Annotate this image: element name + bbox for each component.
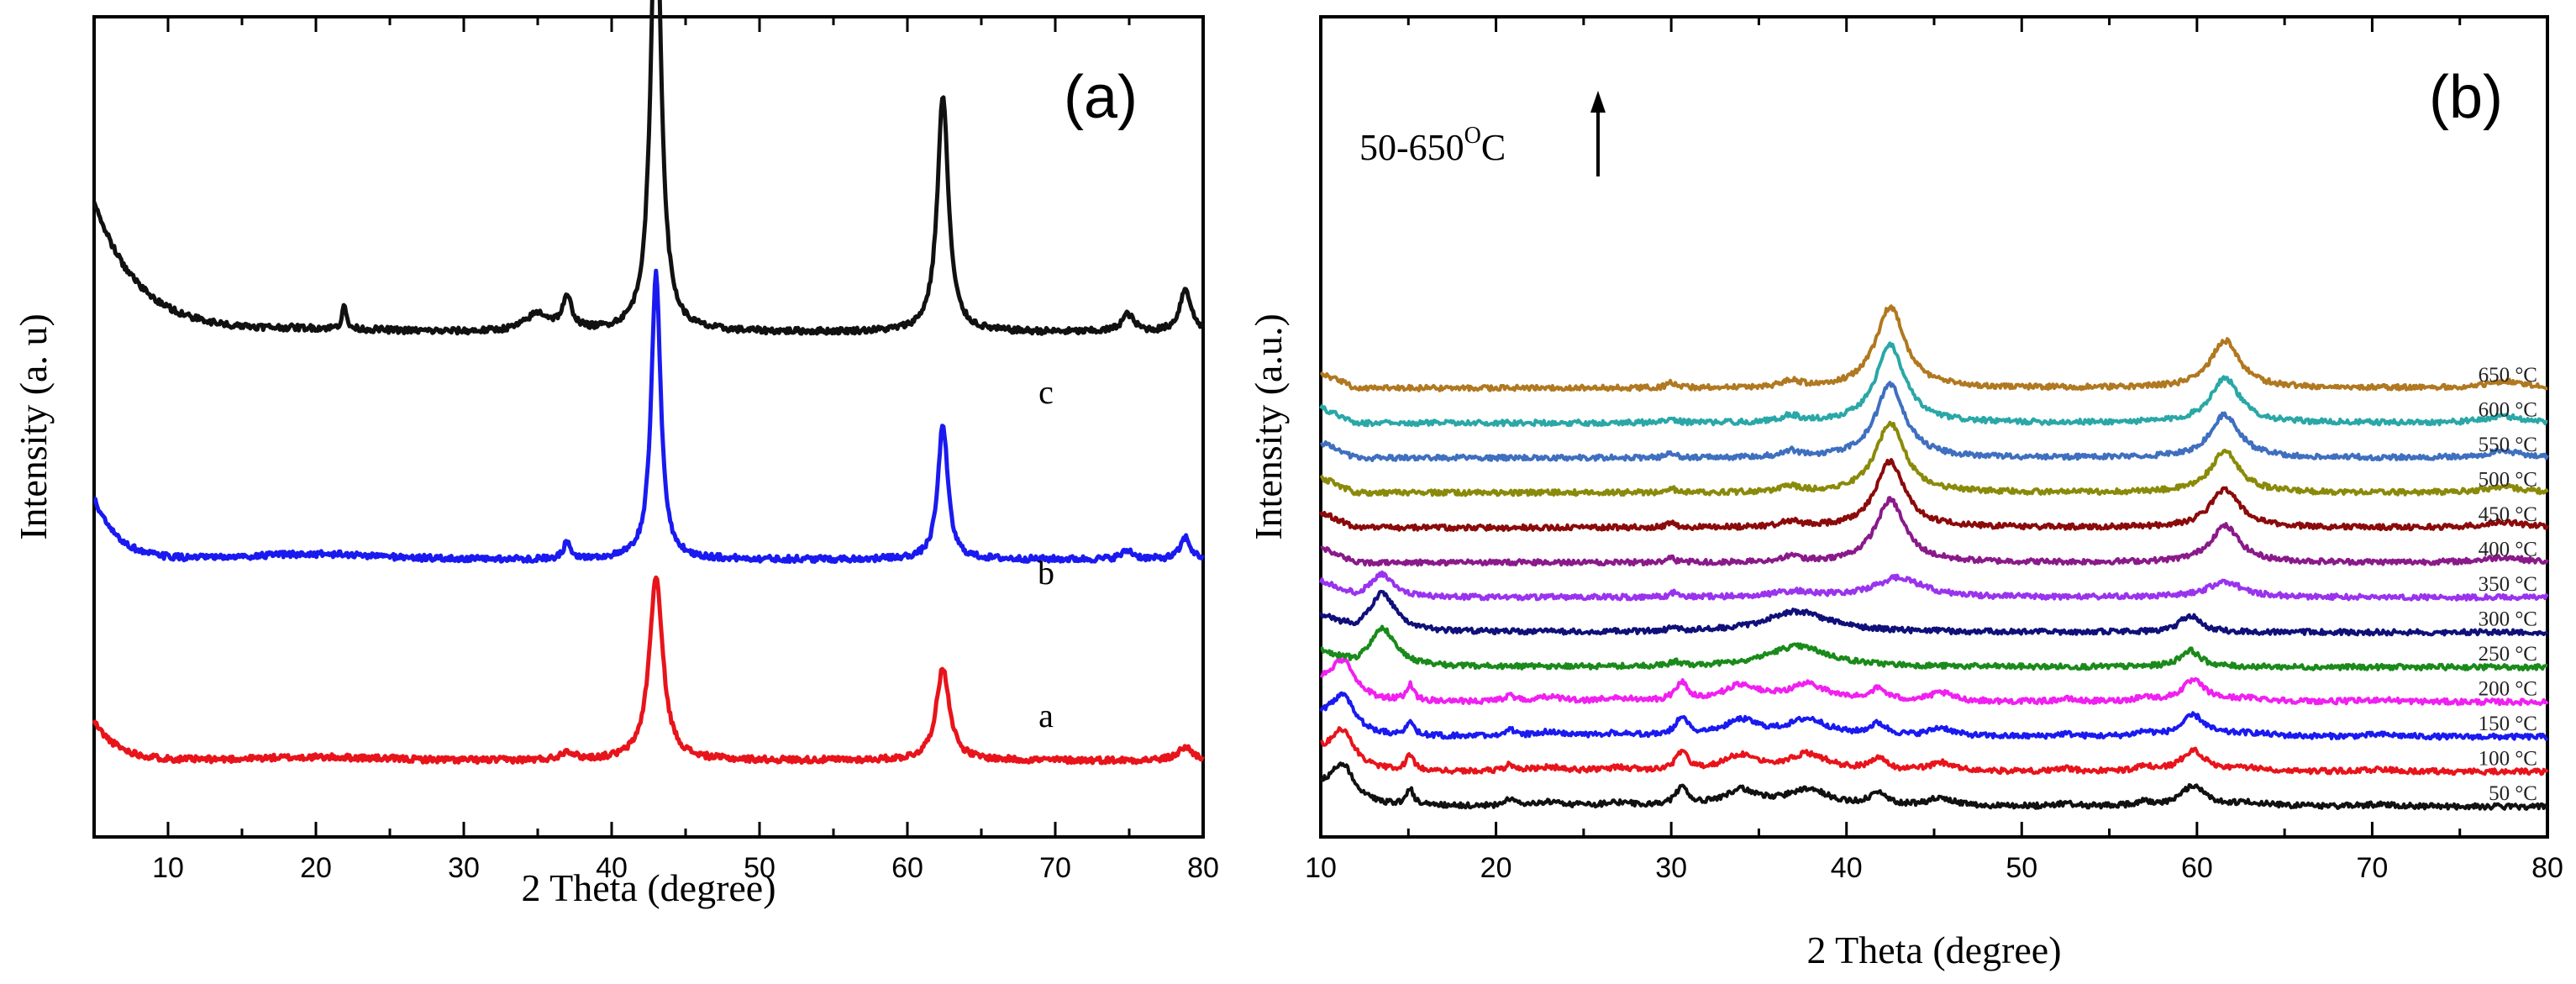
panel-b-tick-label: 60 bbox=[2181, 852, 2213, 884]
temperature-label: 50 °C bbox=[2489, 782, 2537, 805]
panel-a-label: (a) bbox=[1064, 64, 1138, 131]
panel-b-temperature-labels: 50 °C 100 °C 150 °C 200 °C 250 °C 300 °C 350 °… bbox=[2479, 364, 2537, 805]
temperature-label: 450 °C bbox=[2479, 503, 2537, 526]
temperature-series-line bbox=[1319, 381, 2549, 462]
temperature-label: 600 °C bbox=[2479, 399, 2537, 422]
series-label-b: b bbox=[1038, 554, 1054, 592]
temperature-series-line bbox=[1319, 458, 2549, 532]
panel-a-tick-label: 50 bbox=[744, 852, 775, 884]
series-label-c: c bbox=[1038, 373, 1054, 411]
panel-a-x-axis-label: 2 Theta (degree) bbox=[521, 866, 775, 909]
temperature-label: 300 °C bbox=[2479, 608, 2537, 631]
panel-a: 10 20 30 40 50 60 70 80 (a) 2 Theta (degree) In… bbox=[12, 0, 1219, 909]
temperature-label: 550 °C bbox=[2479, 434, 2537, 456]
panel-a-tick-label: 40 bbox=[596, 852, 628, 884]
temperature-series-line bbox=[1319, 691, 2549, 741]
panel-a-frame bbox=[92, 15, 1205, 839]
panel-b-tick-label: 40 bbox=[1831, 852, 1863, 884]
series-a-line bbox=[92, 575, 1205, 766]
series-label-a: a bbox=[1038, 697, 1054, 734]
series-c-line bbox=[92, 0, 1205, 336]
panel-a-tick-label: 60 bbox=[891, 852, 923, 884]
temperature-series-line bbox=[1320, 496, 2549, 567]
panel-b-tick-label: 30 bbox=[1655, 852, 1687, 884]
panel-a-tick-label: 80 bbox=[1187, 852, 1219, 884]
panel-b-tick-label: 80 bbox=[2531, 852, 2563, 884]
temperature-series-line bbox=[1319, 341, 2548, 428]
panel-a-series bbox=[92, 0, 1205, 766]
temperature-label: 650 °C bbox=[2479, 364, 2537, 387]
temperature-series-line bbox=[1320, 624, 2548, 671]
panel-b-label: (b) bbox=[2429, 64, 2503, 131]
temperature-series-line bbox=[1319, 589, 2549, 637]
temperature-series-line bbox=[1320, 726, 2549, 776]
temperature-label: 400 °C bbox=[2479, 539, 2537, 561]
panel-a-tick-label: 70 bbox=[1039, 852, 1071, 884]
panel-a-y-axis-label: Intensity (a. u) bbox=[12, 313, 55, 540]
panel-b-x-axis-label: 2 Theta (degree) bbox=[1806, 929, 2061, 971]
panel-b-tick-label: 10 bbox=[1305, 852, 1337, 884]
temperature-series-line bbox=[1319, 304, 2548, 392]
temperature-label: 350 °C bbox=[2479, 573, 2537, 596]
panel-b-series bbox=[1319, 304, 2549, 811]
increase-arrow-icon bbox=[1590, 91, 1606, 176]
panel-b: 10 20 30 40 50 60 70 80 50 °C 100 °C 150 °C 200 °C… bbox=[1247, 15, 2563, 971]
panel-b-tick-label: 70 bbox=[2357, 852, 2389, 884]
temperature-series-line bbox=[1319, 570, 2549, 602]
panel-b-y-axis-label: Intensity (a.u.) bbox=[1247, 313, 1290, 540]
temperature-label: 100 °C bbox=[2479, 748, 2537, 771]
panel-b-x-ticks: 10 20 30 40 50 60 70 80 bbox=[1305, 17, 2563, 884]
panel-a-tick-label: 20 bbox=[300, 852, 332, 884]
series-b-line bbox=[92, 268, 1205, 565]
temperature-label: 250 °C bbox=[2479, 643, 2537, 666]
panel-b-tick-label: 20 bbox=[1480, 852, 1512, 884]
temperature-series-line bbox=[1319, 656, 2549, 707]
temperature-label: 200 °C bbox=[2479, 678, 2537, 701]
panel-b-tick-label: 50 bbox=[2006, 852, 2037, 884]
temperature-series-line bbox=[1319, 420, 2549, 497]
temperature-label: 500 °C bbox=[2479, 469, 2537, 492]
temperature-range-annotation: 50-650OC bbox=[1359, 123, 1506, 168]
temperature-label: 150 °C bbox=[2479, 713, 2537, 735]
panel-a-tick-label: 30 bbox=[448, 852, 480, 884]
temperature-series-line bbox=[1319, 761, 2548, 811]
panel-a-tick-label: 10 bbox=[152, 852, 184, 884]
panel-a-x-ticks: 10 20 30 40 50 60 70 80 bbox=[92, 17, 1219, 884]
